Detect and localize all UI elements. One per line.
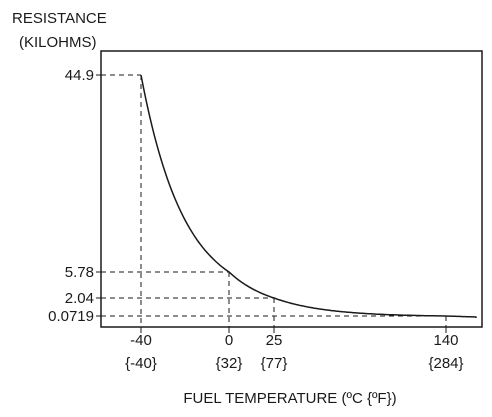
y-axis-ticks: 44.9 5.78 2.040.0719	[48, 67, 101, 325]
y-tick-label-3: 0.0719	[48, 308, 94, 325]
x-tick-label-f-1: {32}	[216, 355, 243, 372]
x-tick-label-f-3: {284}	[428, 355, 463, 372]
x-tick-label-c-3: 140	[433, 332, 458, 349]
guide-lines	[101, 74, 447, 327]
x-tick-label-c-0: -40	[130, 332, 152, 349]
resistance-curve	[140, 74, 477, 318]
x-tick-label-f-2: {77}	[261, 355, 288, 372]
y-tick-label-1: 5.78	[65, 264, 94, 281]
y-axis-label-line2: (KILOHMS)	[19, 34, 97, 51]
x-tick-label-c-2: 25	[266, 332, 283, 349]
plot-area-frame	[100, 50, 483, 328]
y-axis-label-line1: RESISTANCE	[12, 10, 107, 27]
x-axis-ticks: -40 {-40} 0 {32} 25 {77} 140 {284}	[125, 327, 464, 372]
x-tick-label-f-0: {-40}	[125, 355, 157, 372]
x-tick-label-c-1: 0	[225, 332, 233, 349]
y-tick-label-0: 44.9	[65, 67, 94, 84]
x-axis-label: FUEL TEMPERATURE (ºC {ºF})	[183, 390, 396, 407]
y-tick-label-2: 2.04	[65, 290, 94, 307]
